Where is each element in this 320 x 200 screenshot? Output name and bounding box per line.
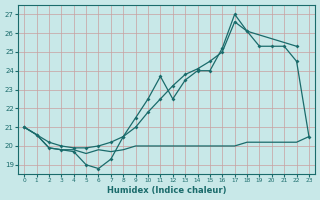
X-axis label: Humidex (Indice chaleur): Humidex (Indice chaleur) (107, 186, 226, 195)
